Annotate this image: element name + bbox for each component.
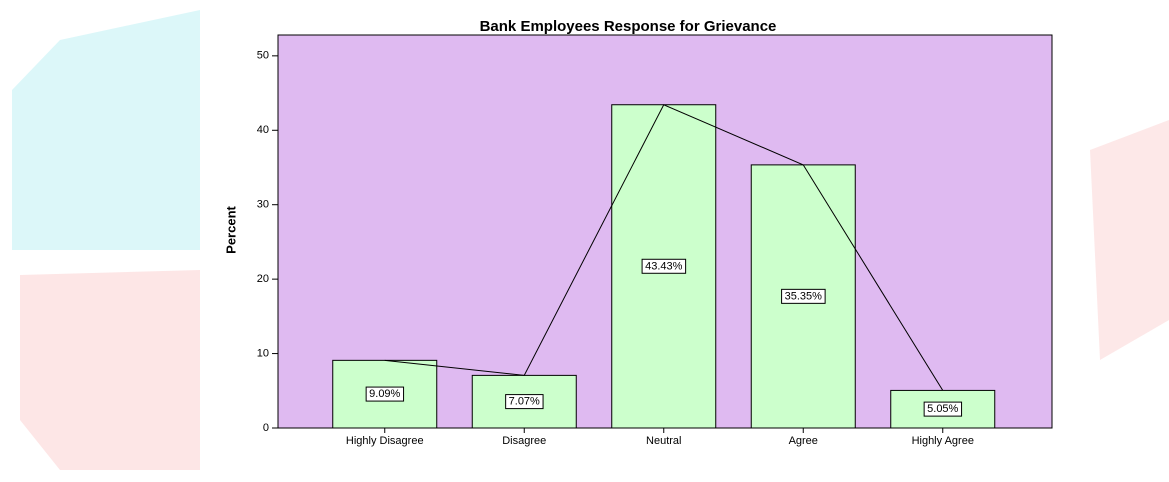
x-tick-label: Neutral	[646, 435, 681, 447]
chart-title: Bank Employees Response for Grievance	[480, 18, 777, 35]
value-label: 9.09%	[369, 388, 400, 400]
watermark-shape	[1090, 120, 1169, 360]
value-label: 7.07%	[509, 396, 540, 408]
y-tick-label: 10	[257, 347, 269, 359]
y-tick-label: 30	[257, 199, 269, 211]
y-tick-label: 50	[257, 50, 269, 62]
watermark-shape	[20, 270, 200, 470]
value-label: 35.35%	[785, 290, 823, 302]
y-tick-label: 20	[257, 273, 269, 285]
page: Bank Employees Response for Grievance Pe…	[0, 0, 1169, 482]
chart: Bank Employees Response for Grievance Pe…	[0, 0, 1169, 482]
value-label: 5.05%	[927, 403, 958, 415]
x-tick-label: Highly Disagree	[346, 435, 424, 447]
x-tick-label: Disagree	[502, 435, 546, 447]
y-tick-label: 0	[263, 422, 269, 434]
y-axis-label: Percent	[223, 205, 238, 253]
value-label: 43.43%	[645, 260, 683, 272]
y-tick-label: 40	[257, 124, 269, 136]
x-tick-label: Highly Agree	[912, 435, 974, 447]
watermark-shape	[12, 10, 200, 250]
x-tick-label: Agree	[789, 435, 818, 447]
